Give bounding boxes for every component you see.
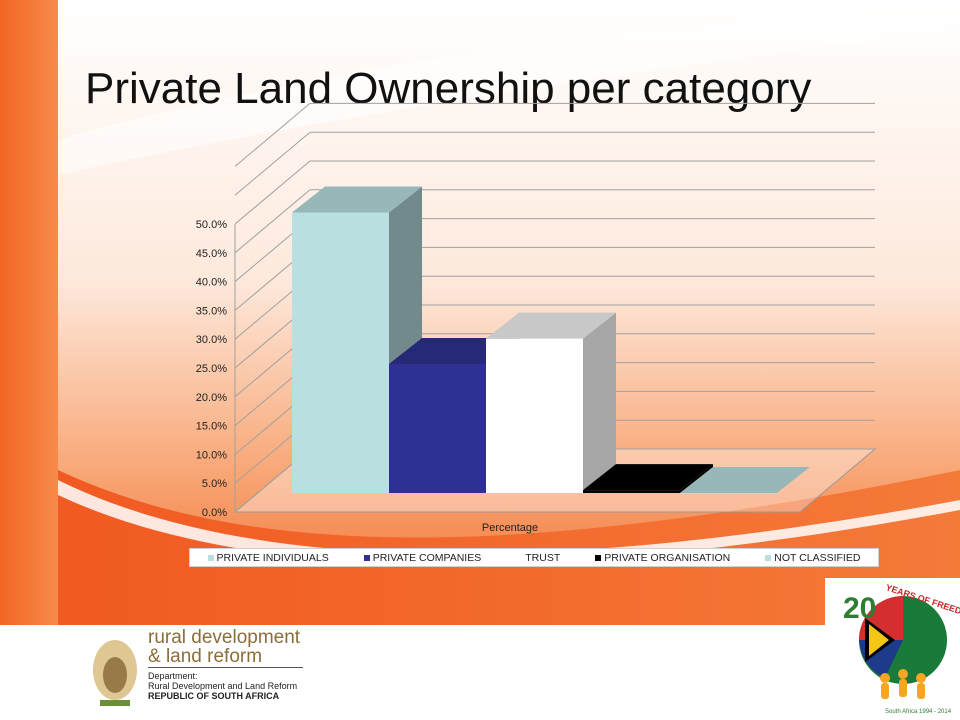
bar-top bbox=[583, 464, 713, 491]
coat-of-arms-logo bbox=[93, 640, 137, 706]
bar bbox=[680, 493, 777, 494]
department-details: Department: Rural Development and Land R… bbox=[148, 671, 297, 701]
bar bbox=[292, 212, 389, 493]
svg-text:South Africa 1994 - 2014: South Africa 1994 - 2014 bbox=[885, 709, 952, 715]
department-brand: rural development & land reform bbox=[148, 628, 300, 666]
department-label: Department: bbox=[148, 671, 198, 681]
y-tick-label: 15.0% bbox=[196, 421, 227, 433]
legend-label: PRIVATE INDIVIDUALS bbox=[216, 551, 329, 564]
y-tick-label: 10.0% bbox=[196, 449, 227, 461]
legend-label: TRUST bbox=[525, 551, 561, 564]
bar-side bbox=[583, 312, 616, 493]
bar bbox=[486, 338, 583, 493]
y-tick-label: 0.0% bbox=[202, 507, 227, 519]
bar-top bbox=[292, 186, 422, 213]
gridline-side bbox=[234, 160, 311, 225]
y-tick-label: 50.0% bbox=[196, 219, 227, 231]
legend-item: TRUST bbox=[516, 552, 560, 564]
y-tick-label: 45.0% bbox=[196, 248, 227, 260]
chart-legend: PRIVATE INDIVIDUALS PRIVATE COMPANIES TR… bbox=[189, 548, 879, 567]
legend-swatch bbox=[207, 554, 214, 561]
x-axis-title: Percentage bbox=[482, 522, 538, 534]
gridline-side bbox=[234, 131, 311, 196]
legend-item: PRIVATE INDIVIDUALS bbox=[207, 551, 329, 564]
legend-label: PRIVATE COMPANIES bbox=[372, 551, 482, 564]
legend-label: NOT CLASSIFIED bbox=[774, 551, 861, 564]
y-tick-label: 5.0% bbox=[202, 478, 227, 490]
bar-top bbox=[680, 467, 810, 493]
y-tick-label: 40.0% bbox=[196, 277, 227, 289]
svg-text:20: 20 bbox=[843, 592, 876, 625]
divider bbox=[148, 667, 303, 668]
y-tick-label: 20.0% bbox=[196, 392, 227, 404]
bar-side bbox=[680, 464, 713, 493]
gridline-side bbox=[234, 103, 311, 167]
gridline-side bbox=[234, 189, 311, 254]
legend-item: PRIVATE COMPANIES bbox=[363, 551, 482, 564]
legend-item: PRIVATE ORGANISATION bbox=[595, 552, 730, 564]
bar bbox=[583, 490, 680, 493]
legend-item: NOT CLASSIFIED bbox=[765, 552, 860, 564]
y-tick-label: 25.0% bbox=[196, 363, 227, 375]
bar-top bbox=[486, 312, 616, 339]
legend-swatch bbox=[363, 554, 370, 561]
y-tick-label: 30.0% bbox=[196, 334, 227, 346]
department-name-line1: rural development bbox=[148, 627, 301, 648]
slide-title: Private Land Ownership per category bbox=[85, 64, 812, 113]
twenty-years-freedom-logo: 20 YEARS OF FREEDOM South Africa 1994 - … bbox=[825, 578, 960, 718]
department-name-line2: & land reform bbox=[148, 646, 263, 667]
department-full-name: Rural Development and Land Reform bbox=[148, 681, 298, 691]
legend-swatch bbox=[516, 554, 523, 561]
country-name: REPUBLIC OF SOUTH AFRICA bbox=[148, 691, 280, 701]
legend-swatch bbox=[765, 554, 772, 561]
bar bbox=[389, 363, 486, 493]
legend-swatch bbox=[595, 554, 602, 561]
y-tick-label: 35.0% bbox=[196, 305, 227, 317]
legend-label: PRIVATE ORGANISATION bbox=[604, 551, 731, 564]
